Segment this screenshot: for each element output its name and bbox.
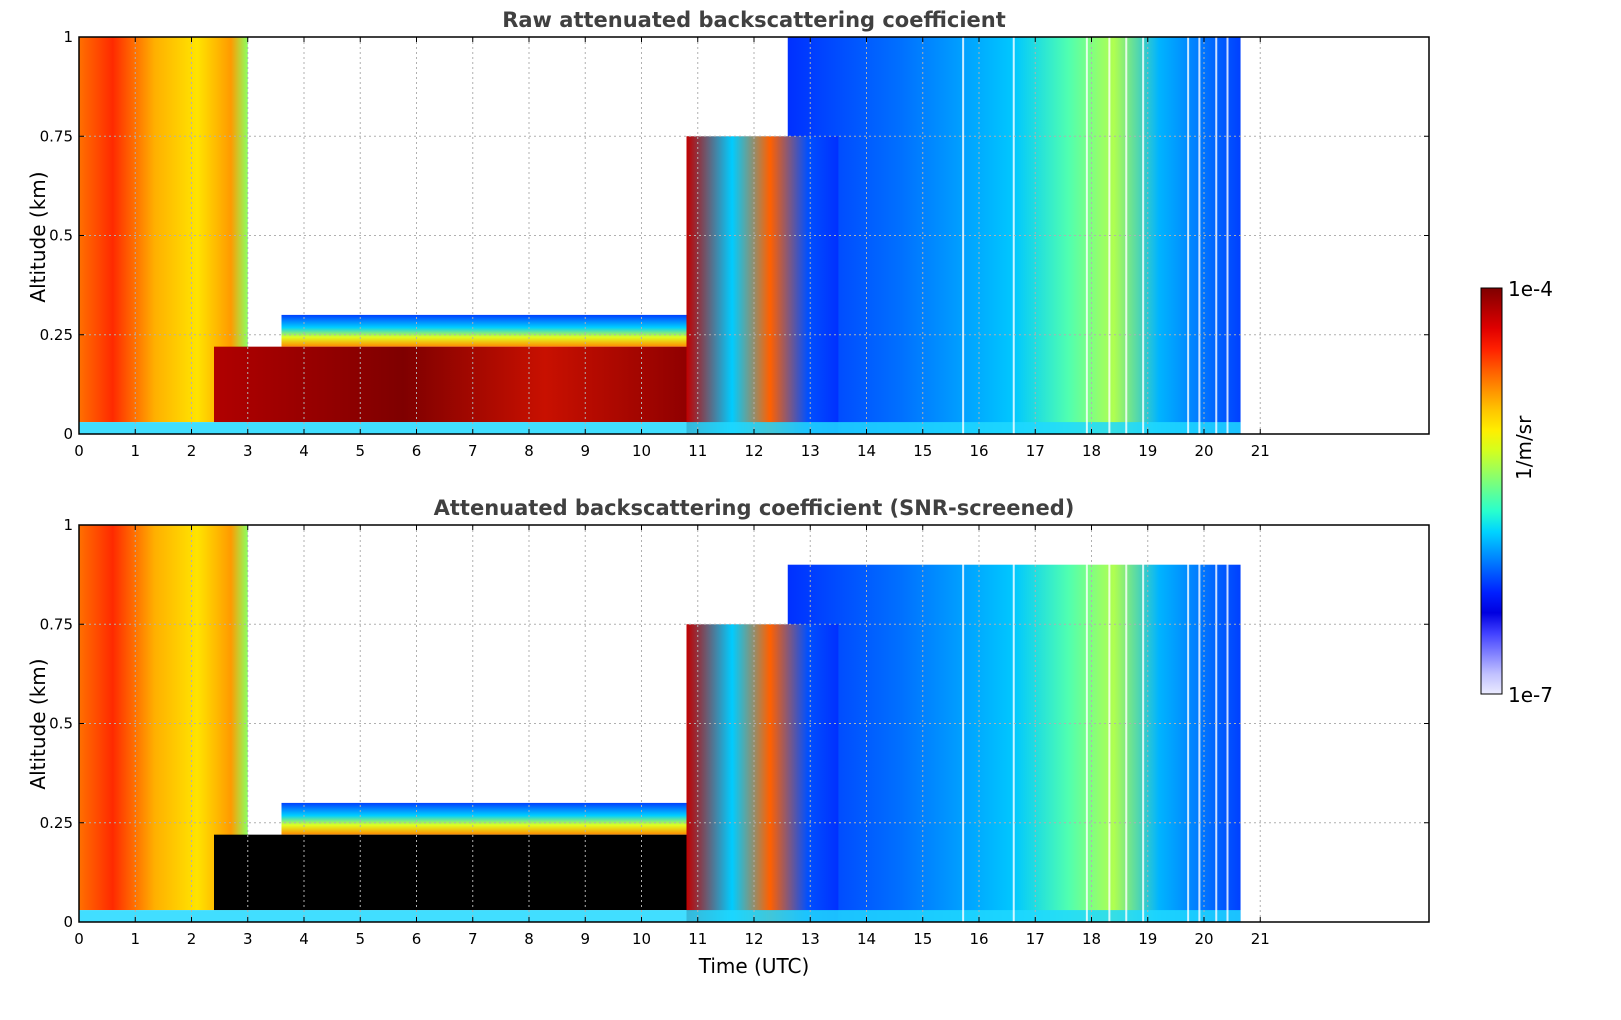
x-tick-label: 18 <box>1082 930 1101 948</box>
y-tick-label: 0 <box>63 425 73 443</box>
x-tick-label: 9 <box>580 930 590 948</box>
x-tick-label: 4 <box>299 930 309 948</box>
data-gap-stripe <box>1215 525 1218 922</box>
y-tick-label: 1 <box>63 28 73 46</box>
x-tick-label: 14 <box>857 442 876 460</box>
data-gap-stripe <box>1187 37 1190 434</box>
x-tick-label: 4 <box>299 442 309 460</box>
x-tick-label: 17 <box>1026 442 1045 460</box>
bottom-panel-title: Attenuated backscattering coefficient (S… <box>433 496 1075 520</box>
x-tick-label: 6 <box>412 930 422 948</box>
y-tick-label: 0 <box>63 913 73 931</box>
data-gap-stripe <box>1125 525 1128 922</box>
x-tick-label: 18 <box>1082 442 1101 460</box>
x-tick-label: 12 <box>744 930 763 948</box>
x-tick-label: 16 <box>969 442 988 460</box>
x-tick-label: 8 <box>524 442 534 460</box>
x-tick-label: 15 <box>913 930 932 948</box>
data-gap-stripe <box>1187 525 1190 922</box>
x-tick-label: 16 <box>969 930 988 948</box>
x-tick-label: 2 <box>187 930 197 948</box>
y-tick-label: 0.5 <box>49 227 73 245</box>
x-tick-label: 0 <box>74 930 84 948</box>
x-tick-label: 13 <box>801 442 820 460</box>
colorbar <box>1480 287 1503 695</box>
top-panel-title: Raw attenuated backscattering coefficien… <box>502 8 1006 32</box>
x-tick-label: 19 <box>1138 442 1157 460</box>
x-tick-label: 10 <box>632 442 651 460</box>
surface-band <box>79 910 1241 922</box>
x-tick-label: 10 <box>632 930 651 948</box>
x-tick-label: 0 <box>74 442 84 460</box>
data-gap-stripe <box>1085 525 1088 922</box>
x-tick-label: 21 <box>1251 930 1270 948</box>
x-tick-label: 3 <box>243 930 253 948</box>
heatmap-region-mixed <box>686 136 839 434</box>
data-gap-stripe <box>962 37 965 434</box>
data-gap-stripe <box>1125 37 1128 434</box>
y-tick-label: 0.75 <box>40 127 73 145</box>
x-tick-label: 12 <box>744 442 763 460</box>
x-tick-label: 17 <box>1026 930 1045 948</box>
x-axis-label: Time (UTC) <box>698 954 810 978</box>
data-gap-stripe <box>1142 37 1145 434</box>
x-tick-label: 1 <box>130 442 140 460</box>
colorbar-min-label: 1e-7 <box>1508 683 1553 707</box>
x-tick-label: 13 <box>801 930 820 948</box>
x-tick-label: 15 <box>913 442 932 460</box>
heatmap-region-mixed <box>686 624 839 922</box>
data-gap-stripe <box>1085 37 1088 434</box>
heatmap-region-medium <box>281 314 687 347</box>
x-tick-label: 11 <box>688 442 707 460</box>
heatmap-region-medium <box>281 802 687 835</box>
x-tick-label: 7 <box>468 442 478 460</box>
colorbar-max-label: 1e-4 <box>1508 277 1553 301</box>
x-tick-label: 19 <box>1138 930 1157 948</box>
y-tick-label: 0.75 <box>40 615 73 633</box>
x-tick-label: 5 <box>355 442 365 460</box>
x-tick-label: 20 <box>1194 442 1213 460</box>
heatmap-region-screened <box>214 834 687 911</box>
x-tick-label: 6 <box>412 442 422 460</box>
data-gap-stripe <box>962 525 965 922</box>
data-gap-stripe <box>1215 37 1218 434</box>
x-tick-label: 3 <box>243 442 253 460</box>
x-tick-label: 21 <box>1251 442 1270 460</box>
x-tick-label: 2 <box>187 442 197 460</box>
x-tick-label: 9 <box>580 442 590 460</box>
y-tick-label: 1 <box>63 516 73 534</box>
y-tick-label: 0.5 <box>49 715 73 733</box>
x-tick-label: 14 <box>857 930 876 948</box>
x-tick-label: 7 <box>468 930 478 948</box>
data-gap-stripe <box>1226 525 1229 922</box>
x-tick-label: 20 <box>1194 930 1213 948</box>
x-tick-label: 1 <box>130 930 140 948</box>
x-tick-label: 11 <box>688 930 707 948</box>
surface-band <box>79 422 1241 434</box>
y-tick-label: 0.25 <box>40 326 73 344</box>
data-gap-stripe <box>1226 37 1229 434</box>
data-gap-stripe <box>1142 525 1145 922</box>
x-tick-label: 5 <box>355 930 365 948</box>
x-tick-label: 8 <box>524 930 534 948</box>
data-gap-stripe <box>1012 525 1015 922</box>
y-tick-label: 0.25 <box>40 814 73 832</box>
heatmap-region-very-high <box>214 346 687 423</box>
data-gap-stripe <box>1012 37 1015 434</box>
